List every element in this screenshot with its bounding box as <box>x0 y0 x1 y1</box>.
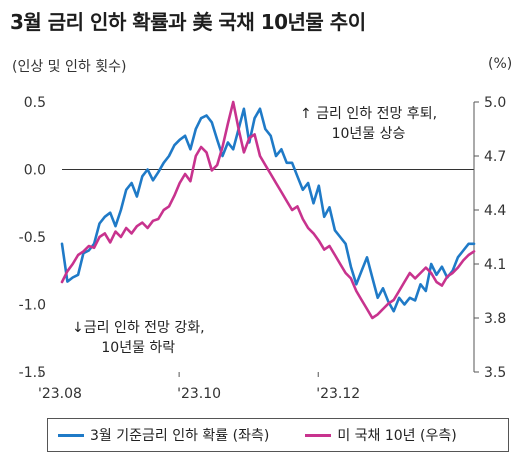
annotation-down: ↓금리 인하 전망 강화, 10년물 하락 <box>72 318 205 358</box>
series-line-rate-cut-probability <box>60 107 476 313</box>
annotation-down-line2: 10년물 하락 <box>101 340 176 356</box>
x-tick-label: '23.10 <box>177 386 221 402</box>
right-tick-label: 4.4 <box>484 203 506 219</box>
annotation-up-line1: ↑ 금리 인하 전망 후퇴, <box>300 106 438 122</box>
left-tick-label: 0.0 <box>24 163 46 179</box>
left-tick-label: 0.5 <box>24 95 46 111</box>
annotation-up: ↑ 금리 인하 전망 후퇴, 10년물 상승 <box>300 104 437 144</box>
right-axis-unit: (%) <box>488 56 513 72</box>
right-tick-label: 3.5 <box>484 365 506 381</box>
left-axis-unit: (인상 및 인하 횟수) <box>12 59 127 75</box>
right-tick-label: 5.0 <box>484 95 506 111</box>
series-line-treasury-10y <box>60 100 476 320</box>
left-tick-label: -0.5 <box>19 230 46 246</box>
legend-swatch-series2 <box>305 433 332 437</box>
legend-label-series2: 미 국채 10년 (우측) <box>337 428 457 444</box>
right-tick-label: 4.1 <box>484 257 506 273</box>
legend-swatch-series1 <box>58 433 84 437</box>
left-tick-label: -1.0 <box>19 298 46 314</box>
x-tick-label: '23.08 <box>38 386 82 402</box>
x-tick-label: '23.12 <box>316 386 360 402</box>
right-tick-label: 3.8 <box>484 311 506 327</box>
annotation-down-line1: ↓금리 인하 전망 강화, <box>72 320 205 336</box>
chart-plot: 0.5 0.0 -0.5 -1.0 -1.5 5.0 4.7 4.4 4.1 3.8 3.5 '23.… <box>19 95 507 402</box>
chart-legend: 3월 기준금리 인하 확률 (좌측) 미 국채 10년 (우측) <box>47 418 509 452</box>
legend-item-series2: 미 국채 10년 (우측) <box>295 425 457 445</box>
legend-item-series1: 3월 기준금리 인하 확률 (좌측) <box>48 425 269 445</box>
legend-label-series1: 3월 기준금리 인하 확률 (좌측) <box>90 428 270 444</box>
chart-title: 3월 금리 인하 확률과 美 국채 10년물 추이 <box>10 10 366 34</box>
annotation-up-line2: 10년물 상승 <box>331 126 406 142</box>
right-tick-label: 4.7 <box>484 149 506 165</box>
left-tick-label: -1.5 <box>19 365 46 381</box>
